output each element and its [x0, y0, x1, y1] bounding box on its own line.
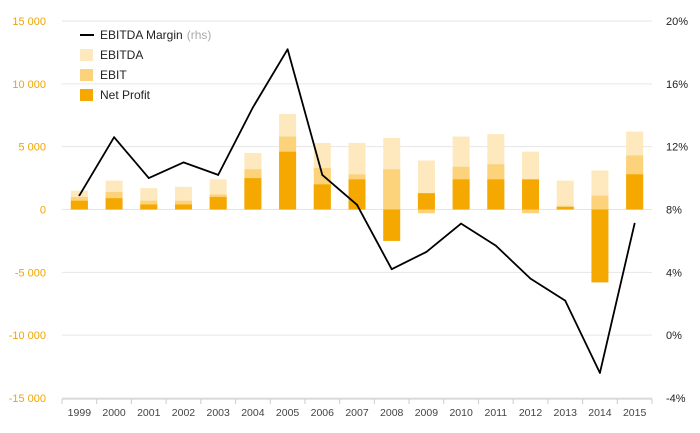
legend-label: EBIT — [100, 68, 127, 82]
y-left-tick-label: -10 000 — [9, 330, 46, 342]
x-axis: 1999 2000 2001 2002 2003 2004 2005 2006 2007 2008… — [61, 398, 653, 419]
line-point-ebitda-margin — [78, 194, 81, 197]
x-tick-label: 1999 — [68, 407, 92, 419]
legend-swatch — [80, 89, 93, 101]
margin-line — [78, 48, 636, 374]
line-point-ebitda-margin — [321, 174, 324, 176]
x-tick-label: 2008 — [380, 407, 404, 419]
y-right-tick-label: 8% — [666, 205, 682, 217]
y-axis-left: 15 000 10 000 5 000 0 -5 000 -10 000 -15 000 — [9, 16, 46, 405]
line-point-ebitda-margin — [286, 48, 289, 51]
line-point-ebitda-margin — [356, 203, 358, 206]
line-point-ebitda-margin — [633, 222, 636, 225]
series-line-ebitda-margin — [78, 48, 636, 374]
bar-ebit — [383, 169, 401, 210]
y-axis-right: 20% 16% 12% 8% 4% 0% -4% — [666, 16, 688, 405]
bar-ebitda — [556, 180, 574, 210]
legend-label: EBITDA Margin — [100, 28, 183, 42]
x-tick-label: 2012 — [519, 407, 543, 419]
x-tick-label: 2002 — [172, 407, 196, 419]
bar-net-profit — [556, 206, 574, 210]
bar-net-profit — [70, 200, 88, 210]
line-point-ebitda-margin — [147, 177, 150, 179]
x-tick-label: 2001 — [137, 407, 161, 419]
bar-ebit — [417, 209, 435, 214]
bar-ebit — [591, 195, 609, 210]
bar-net-profit — [452, 179, 470, 210]
bar-net-profit — [487, 179, 505, 210]
legend-label-suffix: (rhs) — [187, 28, 212, 42]
bar-ebit — [522, 209, 540, 214]
bar-net-profit — [522, 179, 540, 210]
y-right-tick-label: 20% — [666, 16, 688, 28]
bar-net-profit — [140, 204, 158, 210]
bars — [70, 113, 644, 283]
bar-net-profit — [244, 178, 262, 210]
x-tick-label: 2014 — [588, 407, 612, 419]
line-point-ebitda-margin — [113, 136, 115, 139]
bar-net-profit — [174, 204, 192, 210]
bar-net-profit — [209, 196, 227, 210]
line-point-ebitda-margin — [529, 277, 532, 280]
y-right-tick-label: -4% — [666, 393, 686, 405]
bar-net-profit — [105, 198, 123, 210]
line-point-ebitda-margin — [599, 371, 601, 374]
x-tick-label: 2004 — [241, 407, 265, 419]
y-left-tick-label: -15 000 — [9, 393, 46, 405]
bar-net-profit — [383, 209, 401, 241]
legend-swatch — [80, 49, 93, 61]
line-point-ebitda-margin — [251, 106, 254, 109]
legend-label: EBITDA — [100, 48, 143, 62]
x-tick-label: 2005 — [276, 407, 300, 419]
y-right-tick-label: 12% — [666, 142, 688, 154]
line-point-ebitda-margin — [494, 244, 497, 247]
x-tick-label: 2006 — [311, 407, 335, 419]
bar-net-profit — [417, 193, 435, 210]
x-tick-label: 2009 — [415, 407, 439, 419]
x-tick-label: 2000 — [102, 407, 126, 419]
line-point-ebitda-margin — [564, 299, 567, 302]
legend-swatch — [80, 69, 93, 81]
line-point-ebitda-margin — [460, 222, 463, 225]
x-tick-label: 2003 — [206, 407, 230, 419]
y-left-tick-label: 15 000 — [12, 16, 46, 28]
x-tick-label: 2013 — [554, 407, 578, 419]
y-right-tick-label: 0% — [666, 330, 682, 342]
legend: EBITDA Margin (rhs) EBITDA EBIT Net Profit — [80, 28, 211, 102]
line-point-ebitda-margin — [390, 268, 393, 271]
y-left-tick-label: -5 000 — [15, 267, 46, 279]
bar-net-profit — [626, 174, 644, 210]
y-right-tick-label: 4% — [666, 267, 682, 279]
x-tick-label: 2011 — [485, 407, 508, 419]
line-point-ebitda-margin — [425, 251, 428, 253]
line-point-ebitda-margin — [217, 174, 220, 176]
y-left-tick-label: 10 000 — [12, 79, 46, 91]
y-left-tick-label: 0 — [40, 205, 46, 217]
y-right-tick-label: 16% — [666, 79, 688, 91]
x-tick-label: 2015 — [623, 407, 647, 419]
legend-label: Net Profit — [100, 88, 151, 102]
x-tick-label: 2007 — [345, 407, 369, 419]
line-point-ebitda-margin — [182, 161, 185, 164]
x-tick-label: 2010 — [449, 407, 473, 419]
y-left-tick-label: 5 000 — [18, 142, 46, 154]
bar-net-profit — [313, 184, 331, 210]
bar-net-profit — [279, 151, 297, 210]
bar-net-profit — [591, 209, 609, 283]
